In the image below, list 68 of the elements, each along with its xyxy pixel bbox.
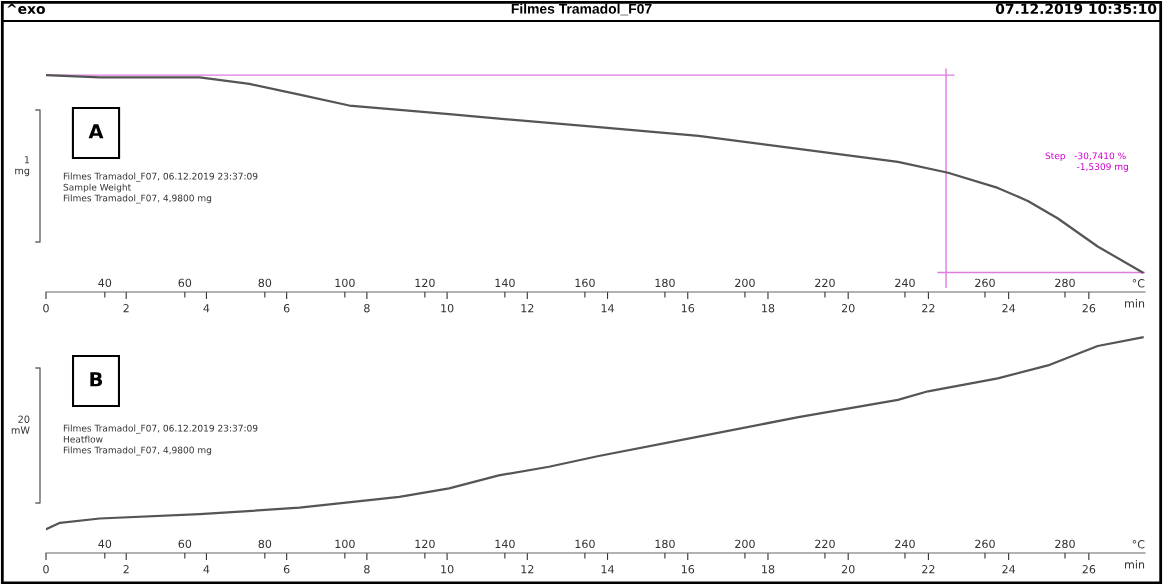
x2-tick-label: 200	[735, 278, 755, 288]
y-axis-title: 1 mg	[15, 156, 30, 177]
annotation: B	[90, 372, 103, 387]
x2-tick-label: 140	[495, 539, 515, 549]
x2-tick-label: 180	[655, 539, 675, 549]
x-tick-label: 12	[521, 565, 534, 574]
x2-tick-label: 140	[495, 278, 515, 288]
x2-tick-label: 240	[895, 278, 915, 288]
x-tick-label: 10	[441, 304, 454, 313]
x-tick-label: 20	[841, 565, 855, 574]
x-tick-label: 20	[841, 304, 855, 313]
x2-tick-label: 100	[335, 278, 355, 288]
x2-tick-label: 220	[815, 539, 835, 549]
x2-tick-label: 260	[975, 278, 995, 288]
x-tick-label: 4	[203, 304, 210, 313]
x-tick-label: 6	[283, 304, 290, 313]
annotation: Filmes Tramadol_F07, 06.12.2019 23:37:09 Sample Weight Filmes Tramadol_F07, 4,9800 mg	[63, 172, 258, 204]
x-tick-label: 2	[123, 304, 129, 313]
x-tick-label: 16	[681, 565, 695, 574]
x2-tick-label: 100	[335, 539, 355, 549]
chart-title: Filmes Tramadol_F07	[511, 3, 652, 16]
x2-tick-label: 180	[655, 278, 675, 288]
x2-tick-label: 80	[258, 539, 272, 549]
x2-tick-label: 240	[895, 539, 915, 549]
x-tick-label: 18	[762, 304, 775, 313]
x2-axis-title: °C	[1132, 540, 1145, 549]
x-tick-label: 14	[601, 304, 614, 313]
x2-tick-label: 60	[178, 539, 192, 549]
x-tick-label: 8	[364, 304, 370, 313]
x-tick-label: 22	[922, 565, 935, 574]
x2-tick-label: 60	[178, 278, 192, 288]
annotation: A	[88, 124, 104, 139]
text: ^exo	[7, 3, 45, 15]
x-tick-label: 18	[762, 565, 775, 574]
x2-tick-label: 160	[575, 278, 595, 288]
x-axis-title: min	[1125, 560, 1145, 569]
x2-tick-label: 280	[1055, 539, 1075, 549]
x-tick-label: 22	[922, 304, 935, 313]
x2-tick-label: 280	[1055, 278, 1075, 288]
x2-tick-label: 80	[258, 278, 272, 288]
y-axis-title: 20 mW	[11, 415, 30, 434]
x-tick-label: 24	[1002, 565, 1016, 574]
x-tick-label: 2	[123, 565, 129, 574]
x-tick-label: 24	[1002, 304, 1016, 313]
x-tick-label: 8	[364, 565, 370, 574]
x-tick-label: 12	[521, 304, 534, 313]
x2-tick-label: 120	[415, 539, 435, 549]
x-axis-title: min	[1125, 298, 1145, 308]
annotation: Filmes Tramadol_F07, 06.12.2019 23:37:09 Heatflow Filmes Tramadol_F07, 4,9800 mg	[63, 424, 258, 456]
x-tick-label: 26	[1082, 565, 1096, 574]
x-tick-label: 26	[1082, 304, 1096, 313]
x-tick-label: 16	[681, 304, 695, 313]
x2-tick-label: 220	[815, 278, 835, 288]
x2-tick-label: 40	[98, 278, 112, 288]
x-tick-label: 14	[601, 565, 614, 574]
x-tick-label: 0	[43, 565, 49, 574]
x-tick-label: 6	[283, 565, 290, 574]
x2-tick-label: 160	[575, 539, 595, 549]
text: 07.12.2019 10:35:10	[995, 3, 1157, 15]
x-tick-label: 10	[441, 565, 454, 574]
x2-axis-title: °C	[1132, 279, 1145, 288]
x2-tick-label: 260	[975, 539, 995, 549]
x2-tick-label: 40	[98, 539, 112, 549]
x2-tick-label: 120	[415, 278, 435, 288]
x2-tick-label: 200	[735, 539, 755, 549]
annotation: Step -30,7410 % -1,5309 mg	[1045, 152, 1128, 172]
x-tick-label: 0	[43, 304, 49, 313]
x-tick-label: 4	[203, 565, 210, 574]
